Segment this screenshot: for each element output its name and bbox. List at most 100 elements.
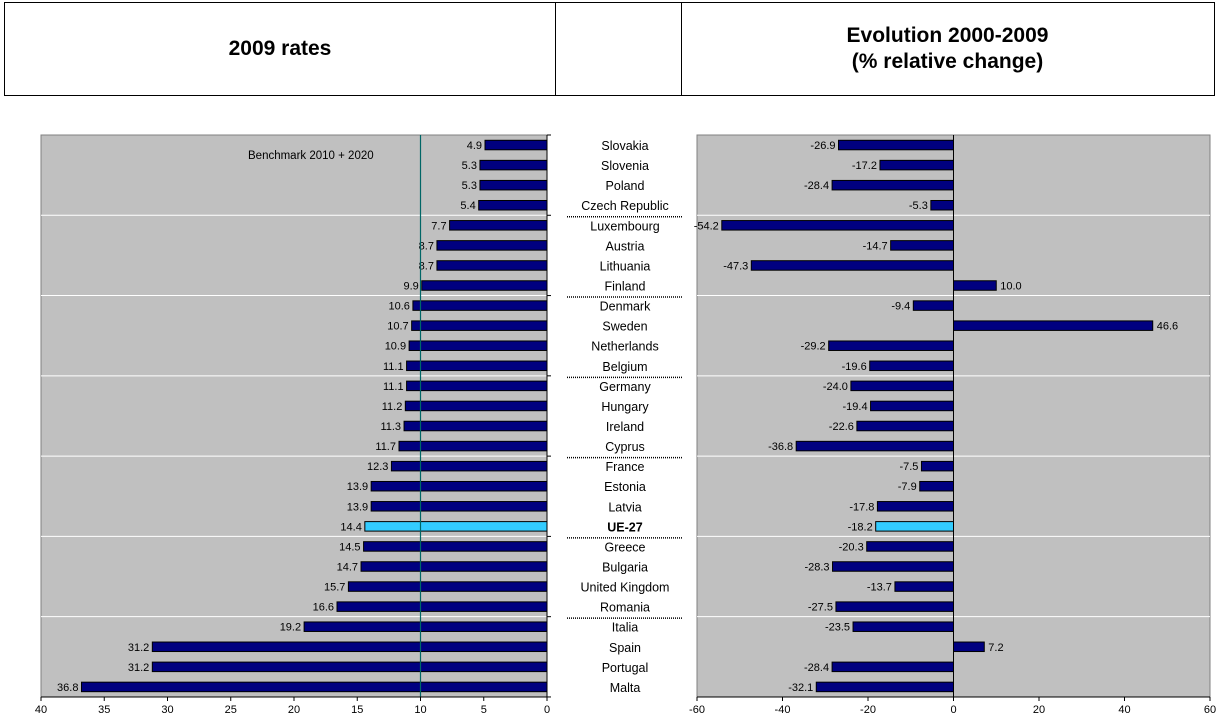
left-x-tick-label: 30 [161,704,173,716]
benchmark-annotation: Benchmark 2010 + 2020 [248,150,374,162]
left-bar-label: 13.9 [347,481,368,493]
category-label: Italia [612,621,638,635]
right-bar-label: -9.4 [891,301,910,313]
left-bar-label: 7.7 [431,220,446,232]
left-bar-label: 9.9 [403,281,418,293]
left-bar [364,521,548,532]
right-bar-label: -54.2 [694,220,719,232]
right-bar-label: -32.1 [788,682,813,694]
left-bar [449,220,548,231]
right-bar [953,641,985,653]
category-label: Germany [599,380,651,394]
left-bar-label: 5.3 [462,160,477,172]
header-divider-right [681,3,682,95]
right-bar [876,501,955,512]
header-table: 2009 rates Evolution 2000-2009 (% relati… [4,2,1215,96]
category-label: Austria [606,239,645,253]
category-label: UE-27 [607,520,642,534]
category-label: Poland [606,179,645,193]
right-bar [875,521,955,532]
category-label: Czech Republic [581,199,669,213]
right-bar-label: -19.6 [842,361,867,373]
right-bar-label: -29.2 [801,341,826,353]
left-bar-label: 10.6 [388,301,409,313]
left-bar [80,681,548,693]
right-bar-label: -5.3 [909,200,928,212]
left-bar-label: 11.7 [375,441,396,453]
right-bar [795,440,954,452]
category-label: Portugal [602,661,649,675]
right-bar-label: 46.6 [1157,321,1178,333]
left-bar [479,159,548,171]
right-x-tick-label: -20 [860,704,876,716]
left-bar [478,199,548,211]
category-label: Denmark [600,300,651,314]
category-label: France [606,460,645,474]
left-bar [151,661,548,673]
right-bar [920,460,954,472]
left-bar [360,561,548,572]
category-label: Sweden [602,320,647,334]
left-bar [421,280,548,291]
left-plot-area [40,134,548,698]
right-bar [831,179,955,191]
left-bar [406,380,548,392]
left-bar-label: 11.3 [380,421,401,433]
left-bar-label: 19.2 [280,622,301,634]
category-label: Hungary [601,400,649,414]
category-label: Malta [610,681,641,695]
left-x-tick-label: 10 [414,704,426,716]
right-bar [838,139,954,151]
left-bar [347,581,548,592]
left-bar-label: 11.1 [383,381,404,393]
category-label: United Kingdom [581,581,670,595]
category-label: Finland [605,280,646,294]
right-bar-label: -19.4 [842,401,867,413]
left-bar-label: 15.7 [324,582,345,594]
left-bar [404,400,548,412]
right-bar [870,400,954,412]
right-bar-label: -17.2 [852,160,877,172]
right-x-tick-label: 40 [1118,704,1130,716]
right-bar [890,240,954,251]
left-bar-label: 13.9 [347,501,368,513]
right-bar-label: -47.3 [723,260,748,272]
category-label: Netherlands [591,340,658,354]
right-bar-label: -27.5 [808,602,833,614]
right-bar-label: 7.2 [988,642,1003,654]
left-bar [303,621,548,632]
left-bar-label: 31.2 [128,662,149,674]
category-label: Slovenia [601,159,649,173]
left-panel-title: 2009 rates [228,37,332,60]
right-bar-label: -28.4 [804,180,829,192]
category-label: Bulgaria [602,561,648,575]
right-bar [912,300,955,311]
left-bar [412,300,548,311]
right-bar-label: -24.0 [823,381,848,393]
left-bar-label: 31.2 [128,642,149,654]
header-divider-left [555,3,556,95]
right-bar [894,581,954,592]
category-label: Slovakia [601,139,648,153]
left-x-tick-label: 35 [98,704,110,716]
left-bar-label: 8.7 [419,260,434,272]
right-bar-label: -14.7 [863,240,888,252]
category-label: Greece [605,540,646,554]
left-bar [151,641,548,653]
right-bar [866,541,955,552]
left-x-tick-label: 0 [544,704,550,716]
left-x-tick-label: 20 [288,704,300,716]
left-bar-label: 14.5 [339,541,360,553]
category-label: Belgium [602,360,647,374]
left-x-tick-label: 5 [481,704,487,716]
left-bar [363,541,548,552]
right-x-tick-label: -60 [689,704,705,716]
right-x-tick-label: 60 [1204,704,1216,716]
left-bar [398,440,548,452]
category-label: Ireland [606,420,644,434]
left-bar [411,320,548,331]
left-bar-label: 5.3 [462,180,477,192]
category-label: Latvia [608,500,641,514]
right-x-tick-label: 20 [1033,704,1045,716]
left-bar-label: 10.7 [387,321,408,333]
